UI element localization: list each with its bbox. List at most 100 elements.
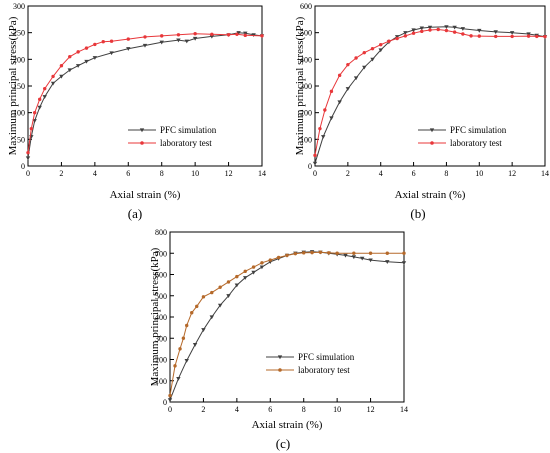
data-point	[285, 253, 289, 258]
data-point	[276, 255, 281, 260]
legend-marker	[139, 128, 145, 133]
y-tick-label: 300	[155, 334, 167, 343]
data-point	[226, 33, 231, 37]
data-point	[268, 258, 272, 262]
y-tick-label: 200	[13, 55, 25, 64]
series-2	[168, 250, 406, 398]
series-1	[25, 31, 265, 161]
data-point	[185, 323, 189, 328]
data-point	[190, 311, 194, 315]
data-point	[293, 251, 298, 256]
data-point	[218, 285, 222, 289]
data-point	[401, 261, 407, 266]
data-point	[109, 51, 114, 56]
data-point	[493, 30, 498, 35]
y-tick-label: 700	[155, 249, 167, 258]
x-tick-label: 12	[367, 405, 375, 414]
data-point	[302, 251, 306, 255]
data-point	[209, 315, 214, 320]
data-point	[84, 59, 89, 64]
y-tick-label: 100	[155, 377, 167, 386]
data-point	[477, 34, 481, 38]
data-point	[43, 86, 47, 91]
x-tick-label: 12	[508, 169, 516, 178]
data-point	[436, 27, 440, 32]
data-point	[535, 34, 539, 39]
data-point	[452, 25, 457, 30]
data-point	[321, 135, 326, 139]
data-point	[84, 46, 89, 50]
data-point	[379, 42, 383, 47]
data-point	[210, 290, 214, 295]
panel-label: (b)	[410, 206, 425, 221]
x-tick-label: 6	[412, 169, 416, 178]
data-point	[337, 100, 342, 105]
data-point	[168, 393, 172, 398]
legend-marker	[277, 355, 283, 360]
data-point	[323, 108, 327, 112]
data-point	[318, 126, 322, 131]
y-axis-label: Maximum principal stress(kPa)	[149, 247, 161, 386]
data-point	[510, 34, 514, 39]
data-point	[370, 46, 375, 51]
legend-marker	[429, 128, 435, 133]
data-point	[260, 261, 264, 265]
data-point	[59, 74, 64, 79]
data-point	[42, 95, 47, 99]
data-point	[243, 276, 248, 280]
data-point	[50, 81, 56, 86]
series-line	[169, 251, 405, 401]
data-point	[387, 39, 391, 43]
x-tick-label: 6	[268, 405, 272, 414]
data-point	[37, 105, 42, 110]
y-tick-label: 0	[163, 398, 167, 407]
data-point	[477, 28, 482, 33]
data-point	[243, 269, 247, 274]
y-tick-label: 500	[155, 292, 167, 301]
y-tick-label: 100	[300, 135, 312, 144]
plot-frame	[27, 5, 263, 167]
data-point	[210, 32, 214, 36]
legend-label: PFC simulation	[160, 125, 217, 135]
x-tick-label: 14	[258, 169, 266, 178]
data-point	[126, 47, 131, 51]
x-axis-label: Axial strain (%)	[395, 189, 466, 201]
data-point	[444, 28, 449, 33]
chart-panel-2: 0 2 4 6 8 10 12 14 0 100 200 300 400 500 600 Axial stra…	[294, 2, 549, 221]
y-tick-label: 250	[13, 29, 25, 38]
data-point	[318, 250, 323, 254]
series-1	[312, 25, 548, 166]
x-tick-label: 14	[541, 169, 549, 178]
data-point	[335, 251, 339, 255]
data-point	[368, 258, 373, 263]
x-tick-label: 2	[59, 169, 63, 178]
data-point	[142, 43, 148, 48]
y-tick-label: 400	[155, 313, 167, 322]
y-tick-label: 100	[13, 109, 25, 118]
x-tick-label: 8	[302, 405, 306, 414]
data-point	[345, 87, 351, 91]
y-tick-label: 0	[21, 162, 25, 171]
x-axis-label: Axial strain (%)	[252, 419, 323, 431]
panel-label: (c)	[276, 436, 290, 451]
data-point	[159, 40, 164, 45]
chart-panel-1: 0 2 4 6 8 10 12 14 0 50 100 150 200 250 300 Axial strai…	[7, 2, 266, 221]
data-point	[59, 64, 64, 68]
data-point	[354, 56, 358, 60]
data-point	[234, 283, 240, 288]
data-point	[403, 31, 408, 35]
data-point	[29, 126, 34, 131]
legend-label: laboratory test	[298, 365, 350, 375]
data-point	[327, 251, 331, 255]
data-point	[310, 250, 314, 255]
data-point	[352, 251, 356, 255]
data-point	[176, 38, 181, 43]
data-point	[201, 328, 206, 332]
x-tick-label: 8	[160, 169, 164, 178]
data-point	[362, 50, 366, 55]
data-point	[176, 33, 181, 37]
x-tick-label: 2	[346, 169, 350, 178]
legend-marker	[430, 141, 434, 145]
legend-label: PFC simulation	[450, 125, 507, 135]
data-point	[236, 31, 241, 35]
